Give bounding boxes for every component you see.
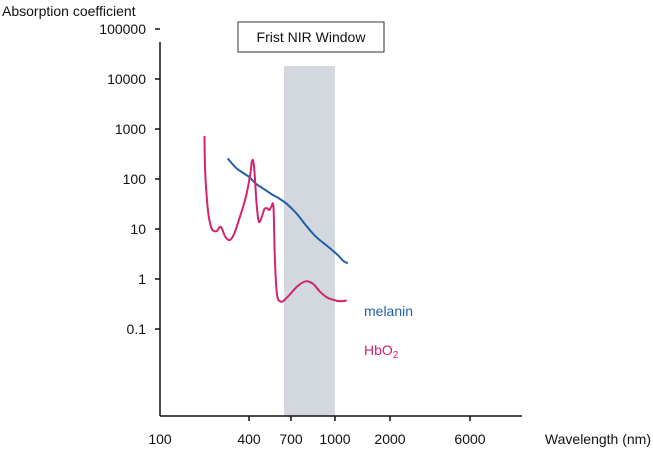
series-layer (203, 135, 349, 303)
hbo2-label-subscript: 2 (393, 350, 399, 361)
x-tick-label: 1000 (319, 431, 350, 447)
x-tick-label: 700 (279, 431, 303, 447)
y-axis-title: Absorption coefficient (2, 3, 136, 19)
y-tick-label: 10000 (107, 71, 146, 87)
series-line-hbo2 (203, 135, 347, 303)
nir-window-label-box: Frist NIR Window (237, 21, 385, 53)
y-tick-label: 0.1 (127, 321, 147, 337)
x-axis: 100 400 700 1000 2000 6000 (148, 415, 522, 447)
y-tick-label: 1 (138, 271, 146, 287)
series-label-melanin: melanin (364, 303, 413, 319)
x-axis-title: Wavelength (nm) (545, 431, 651, 447)
hbo2-label-main: HbO (364, 342, 393, 358)
y-tick-label: 10 (130, 221, 146, 237)
series-label-hbo2: HbO2 (364, 342, 399, 361)
series-line-melanin (227, 158, 349, 264)
y-tick-label: 100000 (99, 21, 146, 37)
nir-window-band (284, 66, 335, 416)
y-tick-label: 100 (123, 171, 147, 187)
x-tick-label: 400 (237, 431, 261, 447)
nir-window-label: Frist NIR Window (257, 29, 367, 45)
y-axis: 0.1 1 10 100 1000 10000 100000 (99, 21, 161, 416)
x-tick-label: 6000 (454, 431, 485, 447)
x-tick-label: 100 (148, 431, 172, 447)
x-tick-label: 2000 (374, 431, 405, 447)
y-tick-label: 1000 (115, 121, 146, 137)
